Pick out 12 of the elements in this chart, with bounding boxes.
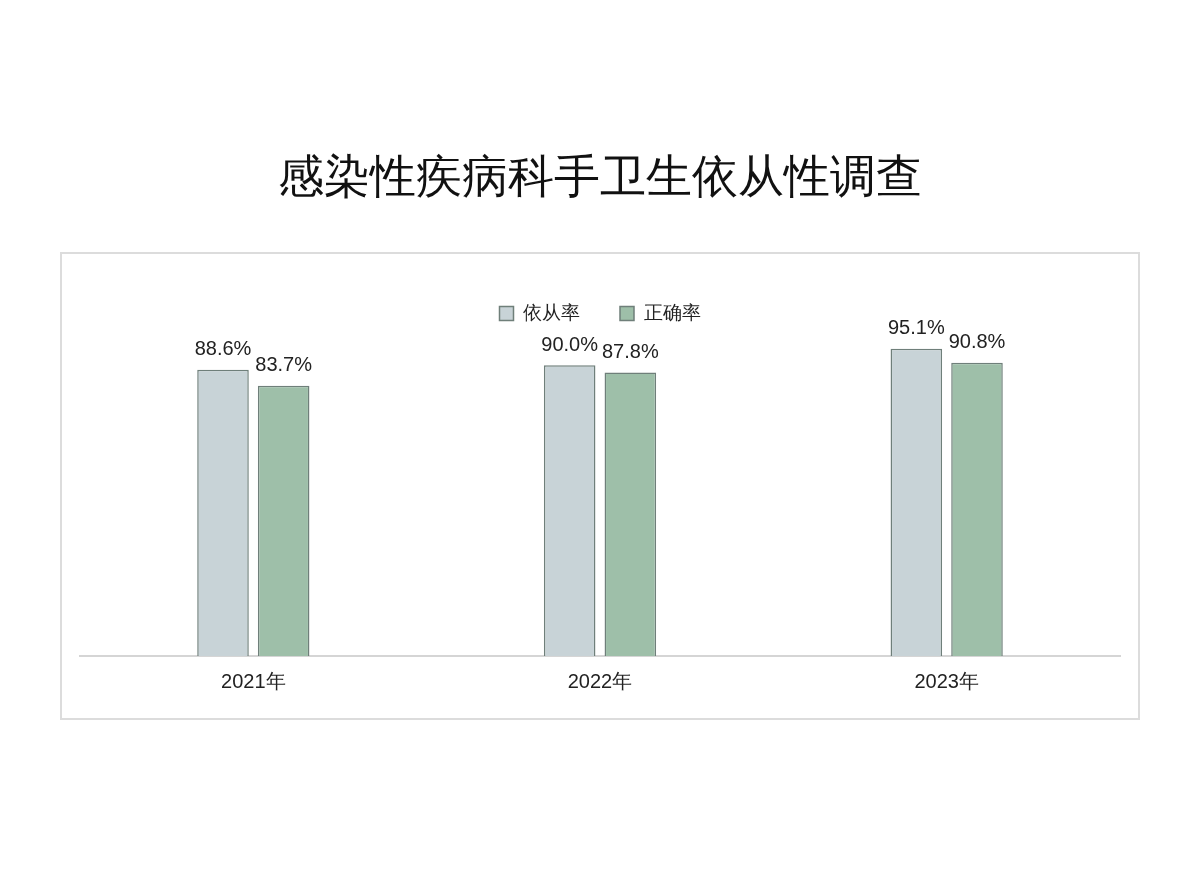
data-label: 90.0%	[541, 332, 599, 355]
data-label: 90.8%	[948, 330, 1006, 353]
data-label: 88.6%	[194, 337, 252, 360]
x-tick-label: 2023年	[914, 669, 979, 692]
legend-label: 正确率	[643, 301, 701, 323]
data-label: 87.8%	[601, 339, 659, 362]
data-label: 83.7%	[255, 353, 313, 376]
x-tick-label: 2021年	[221, 669, 286, 692]
chart-title: 感染性疾病科手卫生依从性调查	[277, 149, 923, 204]
legend-label: 依从率	[523, 301, 580, 323]
x-tick-label: 2022年	[567, 669, 633, 692]
data-label: 95.1%	[887, 316, 945, 339]
